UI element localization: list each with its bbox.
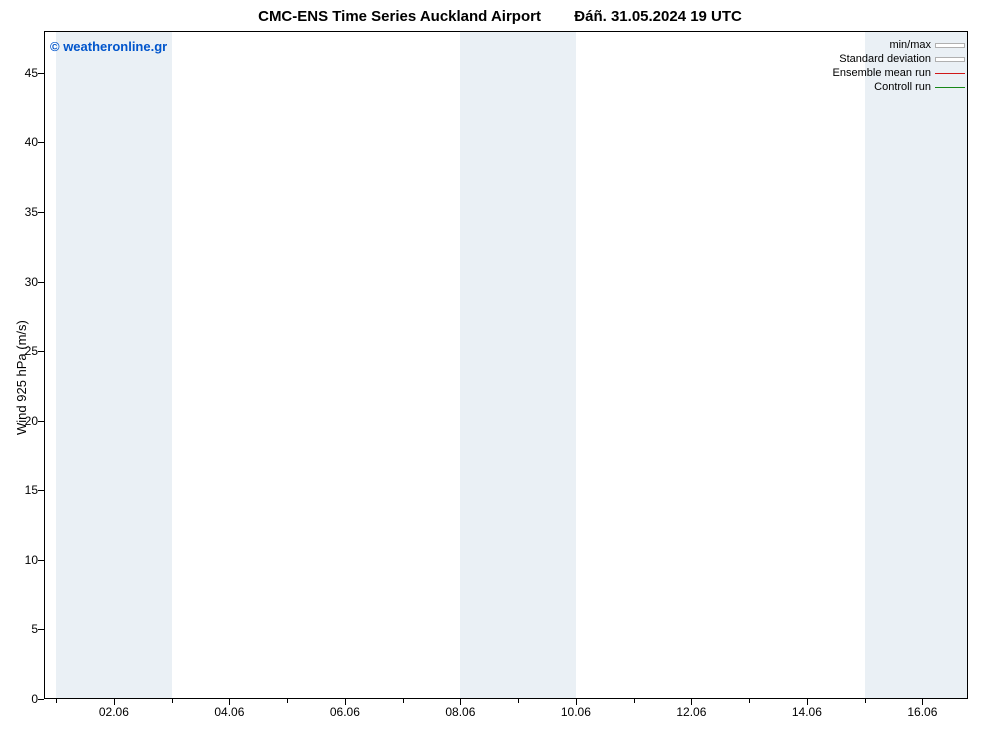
legend-label: Standard deviation bbox=[839, 52, 935, 66]
x-minor-tick-mark bbox=[634, 699, 635, 703]
chart-title: CMC-ENS Time Series Auckland Airport Ðáñ… bbox=[0, 8, 1000, 25]
legend-sample bbox=[935, 73, 965, 74]
x-tick-mark bbox=[576, 699, 577, 705]
x-tick-label: 02.06 bbox=[99, 705, 129, 719]
x-minor-tick-mark bbox=[749, 699, 750, 703]
x-tick-label: 08.06 bbox=[445, 705, 475, 719]
legend-item: Standard deviation bbox=[833, 52, 965, 66]
legend-item: Controll run bbox=[833, 80, 965, 94]
x-tick-label: 16.06 bbox=[907, 705, 937, 719]
title-right: Ðáñ. 31.05.2024 19 UTC bbox=[574, 8, 742, 25]
legend-label: Controll run bbox=[874, 80, 935, 94]
y-tick-label: 30 bbox=[25, 275, 38, 289]
y-tick-mark bbox=[38, 73, 44, 74]
y-tick-mark bbox=[38, 351, 44, 352]
legend-item: min/max bbox=[833, 38, 965, 52]
x-tick-mark bbox=[114, 699, 115, 705]
legend-item: Ensemble mean run bbox=[833, 66, 965, 80]
y-tick-label: 10 bbox=[25, 553, 38, 567]
y-tick-label: 35 bbox=[25, 205, 38, 219]
x-tick-mark bbox=[345, 699, 346, 705]
y-tick-label: 0 bbox=[31, 692, 38, 706]
y-tick-label: 40 bbox=[25, 135, 38, 149]
title-left: CMC-ENS Time Series Auckland Airport bbox=[258, 8, 541, 25]
y-tick-mark bbox=[38, 421, 44, 422]
y-tick-mark bbox=[38, 560, 44, 561]
weekend-band bbox=[460, 31, 576, 699]
y-axis-label: Wind 925 hPa (m/s) bbox=[14, 320, 29, 435]
x-tick-mark bbox=[691, 699, 692, 705]
x-tick-mark bbox=[460, 699, 461, 705]
y-tick-mark bbox=[38, 212, 44, 213]
plot-area: 051015202530354045 02.0604.0606.0608.061… bbox=[44, 31, 968, 699]
x-minor-tick-mark bbox=[518, 699, 519, 703]
y-tick-label: 5 bbox=[31, 622, 38, 636]
y-tick-mark bbox=[38, 282, 44, 283]
y-tick-label: 45 bbox=[25, 66, 38, 80]
x-tick-label: 04.06 bbox=[214, 705, 244, 719]
y-tick-label: 15 bbox=[25, 483, 38, 497]
chart-container: { "title": { "left": "CMC-ENS Time Serie… bbox=[0, 0, 1000, 733]
legend-sample bbox=[935, 57, 965, 62]
y-tick-mark bbox=[38, 699, 44, 700]
weekend-band bbox=[865, 31, 968, 699]
x-tick-label: 12.06 bbox=[676, 705, 706, 719]
y-tick-mark bbox=[38, 629, 44, 630]
x-tick-label: 10.06 bbox=[561, 705, 591, 719]
legend-sample bbox=[935, 43, 965, 48]
x-tick-label: 06.06 bbox=[330, 705, 360, 719]
legend-label: Ensemble mean run bbox=[833, 66, 935, 80]
x-tick-mark bbox=[229, 699, 230, 705]
x-minor-tick-mark bbox=[403, 699, 404, 703]
x-tick-mark bbox=[922, 699, 923, 705]
y-tick-mark bbox=[38, 142, 44, 143]
x-tick-mark bbox=[807, 699, 808, 705]
x-minor-tick-mark bbox=[56, 699, 57, 703]
y-tick-mark bbox=[38, 490, 44, 491]
x-minor-tick-mark bbox=[287, 699, 288, 703]
legend-sample bbox=[935, 87, 965, 88]
x-minor-tick-mark bbox=[172, 699, 173, 703]
legend-label: min/max bbox=[889, 38, 935, 52]
weekend-band bbox=[56, 31, 172, 699]
x-tick-label: 14.06 bbox=[792, 705, 822, 719]
watermark: © weatheronline.gr bbox=[50, 39, 167, 54]
legend: min/maxStandard deviationEnsemble mean r… bbox=[833, 38, 965, 94]
x-minor-tick-mark bbox=[865, 699, 866, 703]
